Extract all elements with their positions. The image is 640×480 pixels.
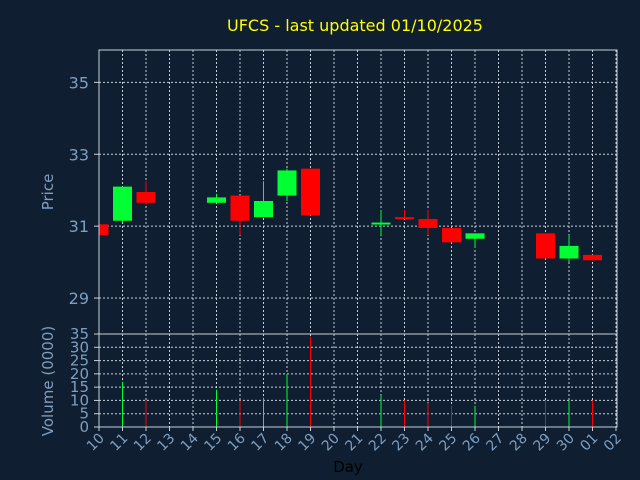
price-tick-label: 33 bbox=[69, 145, 89, 164]
candle-body bbox=[536, 233, 555, 259]
candle-body bbox=[254, 200, 273, 218]
x-tick-label: 29 bbox=[530, 431, 554, 455]
candle-body bbox=[207, 197, 226, 203]
x-tick-label: 30 bbox=[554, 431, 578, 455]
candle-body bbox=[442, 227, 461, 243]
x-tick-label: 11 bbox=[107, 431, 131, 455]
candle-body bbox=[395, 217, 414, 220]
x-tick-label: 15 bbox=[201, 431, 225, 455]
candle-body bbox=[136, 192, 156, 203]
candle-body bbox=[583, 254, 602, 261]
x-tick-label: 21 bbox=[342, 431, 366, 455]
x-tick-label: 16 bbox=[225, 430, 249, 454]
candle-body bbox=[559, 245, 579, 259]
candle-body bbox=[99, 224, 109, 236]
x-tick-label: 27 bbox=[483, 431, 507, 455]
x-tick-label: 17 bbox=[248, 431, 272, 455]
candle-body bbox=[418, 218, 438, 228]
candle-body bbox=[301, 168, 320, 216]
volume-tick-label: 0 bbox=[79, 418, 89, 436]
price-tick-label: 35 bbox=[69, 73, 89, 92]
x-tick-label: 19 bbox=[295, 431, 319, 455]
x-tick-label: 23 bbox=[389, 431, 413, 455]
x-ticks: 10 11 12 13 14 15 16 17 18 19 20 21 22 23 24 25 26 27 28 29… bbox=[84, 427, 625, 454]
chart-title: UFCS - last updated 01/10/2025 bbox=[227, 16, 483, 35]
candle-body bbox=[113, 186, 132, 221]
volume-bars bbox=[122, 336, 593, 427]
x-tick-label: 26 bbox=[460, 430, 484, 454]
volume-axis-label: Volume (0000) bbox=[39, 326, 57, 436]
x-tick-label: 20 bbox=[319, 431, 343, 455]
x-tick-label: 12 bbox=[131, 431, 155, 455]
candle-body bbox=[465, 233, 485, 239]
price-tick-label: 31 bbox=[69, 217, 89, 236]
volume-tick-label: 35 bbox=[70, 325, 89, 343]
candle-body bbox=[277, 170, 297, 196]
x-tick-label: 24 bbox=[413, 430, 437, 454]
candle-body bbox=[230, 195, 250, 221]
x-axis-label: Day bbox=[333, 458, 363, 476]
volume-tick-label: 5 bbox=[79, 405, 89, 423]
x-tick-label: 13 bbox=[154, 431, 178, 455]
candles bbox=[98, 168, 602, 263]
volume-tick-label: 25 bbox=[70, 352, 89, 370]
volume-tick-label: 30 bbox=[70, 338, 89, 356]
price-ticks: 29 31 33 35 bbox=[69, 73, 99, 308]
x-tick-label: 01 bbox=[577, 431, 601, 455]
volume-tick-label: 10 bbox=[70, 391, 89, 409]
x-tick-label: 18 bbox=[272, 431, 296, 455]
x-tick-label: 25 bbox=[436, 431, 460, 455]
price-grid bbox=[98, 50, 617, 334]
price-tick-label: 29 bbox=[69, 289, 89, 308]
volume-grid bbox=[98, 333, 617, 428]
x-tick-label: 02 bbox=[601, 431, 625, 455]
volume-tick-label: 15 bbox=[70, 378, 89, 396]
x-tick-label: 14 bbox=[178, 430, 202, 454]
candle-body bbox=[371, 222, 391, 225]
x-tick-label: 22 bbox=[366, 431, 390, 455]
x-tick-label: 28 bbox=[507, 431, 531, 455]
volume-tick-label: 20 bbox=[70, 365, 89, 383]
price-axis-label: Price bbox=[39, 174, 57, 211]
